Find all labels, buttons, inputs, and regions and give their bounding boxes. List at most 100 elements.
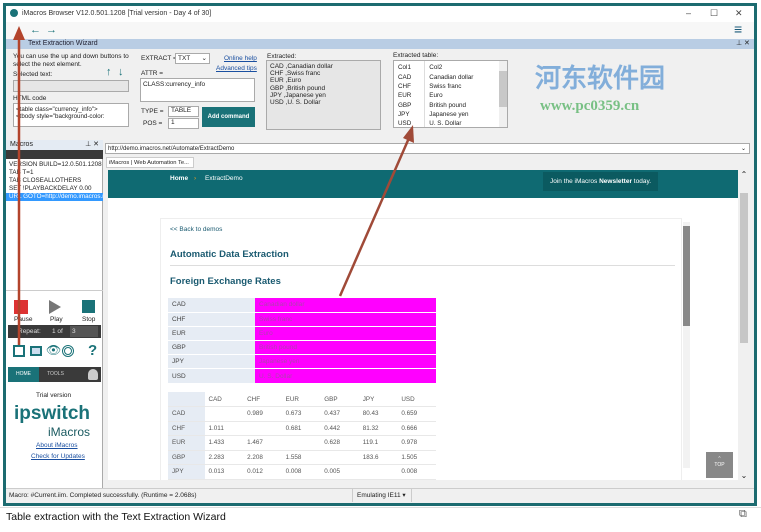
pin-close-icons[interactable]: ⊥ ✕	[85, 141, 99, 148]
extracted-line: JPY ,Japanese yen	[270, 91, 326, 99]
repeat-current: 1 of	[52, 328, 63, 335]
type-field[interactable]: TABLE	[168, 106, 199, 117]
nav-page[interactable]: ExtractDemo	[205, 175, 243, 182]
html-code-field[interactable]: <table class="currency_info"> <tbody sty…	[13, 103, 129, 127]
online-help-link[interactable]: Online help	[224, 55, 257, 62]
currency-name-highlighted: British pound	[255, 340, 436, 356]
currency-row: JPY Japanese yen	[168, 354, 436, 370]
page-scrollbar[interactable]: ⌃ ⌄	[738, 170, 750, 480]
matrix-column-header: CAD	[204, 392, 244, 407]
macro-editor[interactable]: VERSION BUILD=12.0.501.1208 TAB T=1 TAB …	[6, 161, 103, 201]
currency-name-highlighted: Swiss franc	[255, 312, 436, 327]
macro-line: TAB T=1	[9, 169, 34, 176]
matrix-header: CAD CHF EUR GBP JPY USD	[168, 392, 436, 407]
eye-icon[interactable]: 👁	[46, 343, 62, 357]
stop-icon[interactable]	[82, 300, 95, 313]
top-label: TOP	[714, 462, 725, 468]
currency-name-highlighted: Japanese yen	[255, 354, 436, 370]
pause-button[interactable]: Pause	[14, 316, 33, 323]
up-arrow-button[interactable]: ↑	[106, 66, 112, 78]
matrix-column-header: EUR	[281, 392, 321, 407]
matrix-cell: 0.978	[397, 435, 436, 451]
maximize-button[interactable]: ☐	[710, 8, 719, 18]
matrix-cell: 81.32	[358, 421, 398, 436]
selected-text-field[interactable]	[13, 80, 129, 92]
pin-close-icons[interactable]: ⊥ ✕	[736, 40, 750, 47]
add-command-button[interactable]: Add command	[202, 107, 255, 127]
matrix-cell: 2.283	[204, 450, 244, 465]
matrix-cell: 80.43	[358, 406, 398, 422]
menu-icon[interactable]: ≡	[734, 21, 743, 37]
attr-field[interactable]: CLASS:currency_info	[140, 78, 255, 102]
expand-icon[interactable]: ⧉	[739, 508, 747, 520]
matrix-row-header: GBP	[168, 450, 205, 465]
matrix-row: CHF 1.011 0.681 0.442 81.32 0.666	[168, 421, 436, 436]
pause-icon[interactable]	[14, 300, 28, 314]
matrix-cell: 1.433	[204, 435, 244, 451]
back-icon[interactable]: ←	[30, 24, 41, 36]
play-button[interactable]: Play	[50, 316, 63, 323]
matrix-row: GBP 2.283 2.208 1.558 183.6 1.505	[168, 450, 436, 465]
play-icon[interactable]	[49, 300, 61, 314]
type-label: TYPE =	[141, 108, 164, 115]
image-icon[interactable]	[30, 346, 42, 356]
stop-button[interactable]: Stop	[82, 316, 96, 323]
matrix-cell: 1.011	[204, 421, 244, 436]
html-code-label: HTML code	[13, 95, 47, 102]
column-header: Col1	[398, 63, 411, 71]
newsletter-banner[interactable]: Join the iMacros Newsletter today.	[543, 172, 658, 191]
nav-home[interactable]: Home	[170, 175, 189, 182]
extract-select[interactable]: TXT ⌄	[175, 53, 210, 64]
extracted-table-label: Extracted table:	[393, 52, 439, 59]
forward-icon[interactable]: →	[46, 24, 57, 36]
toolbar	[6, 22, 754, 39]
table-row: EUR Euro	[394, 91, 499, 101]
matrix-cell: 0.437	[320, 406, 359, 422]
back-link[interactable]: << Back to demos	[170, 226, 223, 233]
extract-icon[interactable]	[13, 345, 25, 357]
window-title: iMacros Browser V12.0.501.1208 [Trial ve…	[22, 10, 212, 17]
pos-label: POS =	[143, 120, 163, 127]
nav-separator: ›	[194, 175, 197, 182]
help-icon[interactable]: ?	[88, 342, 98, 359]
matrix-cell: 0.673	[281, 406, 321, 422]
extracted-line: USD ,U. S. Dollar	[270, 99, 321, 107]
extracted-line: CAD ,Canadian dollar	[270, 63, 333, 70]
matrix-row-header: EUR	[168, 435, 205, 451]
repeat-input[interactable]: 3	[70, 326, 98, 337]
advanced-tips-link[interactable]: Advanced tips	[216, 65, 257, 72]
watermark-url: www.pc0359.cn	[540, 98, 640, 114]
matrix-cell: 0.013	[204, 464, 244, 480]
user-icon[interactable]	[88, 369, 98, 380]
top-button[interactable]: ⌃ TOP	[706, 452, 733, 478]
close-button[interactable]: ✕	[735, 8, 743, 18]
check-updates-link[interactable]: Check for Updates	[31, 453, 85, 460]
matrix-cell: 0.442	[320, 421, 359, 436]
macro-line: TAB CLOSEALLOTHERS	[9, 177, 82, 184]
currency-code: EUR	[168, 326, 255, 342]
scrollbar[interactable]	[499, 61, 507, 127]
macros-header: Macros ⊥ ✕	[6, 140, 103, 150]
matrix-column-header: GBP	[320, 392, 359, 407]
browser-tab[interactable]: iMacros | Web Automation Te...	[106, 157, 194, 168]
currency-row: USD U. S. Dollar	[168, 368, 436, 384]
target-icon[interactable]	[62, 345, 74, 357]
status-bar: Macro: #Current.iim. Completed successfu…	[6, 488, 754, 502]
matrix-cell: 0.008	[397, 464, 436, 480]
url-bar[interactable]: http://demo.imacros.net/Automate/Extract…	[105, 143, 750, 154]
matrix-cell: 0.681	[281, 421, 321, 436]
down-arrow-button[interactable]: ↓	[118, 66, 124, 78]
matrix-cell: 0.008	[281, 464, 321, 480]
currency-code: CAD	[168, 298, 255, 313]
pos-field[interactable]: 1	[168, 118, 199, 129]
extracted-field[interactable]: CAD ,Canadian dollar CHF ,Swiss franc EU…	[266, 60, 381, 130]
tab-home[interactable]: HOME	[8, 367, 39, 382]
about-link[interactable]: About iMacros	[36, 442, 78, 449]
minimize-button[interactable]: –	[686, 8, 692, 18]
inner-scrollbar[interactable]	[683, 222, 690, 468]
matrix-row: EUR 1.433 1.467 0.628 119.1 0.978	[168, 435, 436, 451]
currency-name-highlighted: U. S. Dollar	[255, 368, 436, 384]
emulation-dropdown[interactable]: Emulating IE11 ▾	[352, 489, 412, 502]
extracted-table[interactable]: Col1 Col2 CAD Canadian dollar CHF Swiss fra…	[393, 60, 508, 128]
tab-tools[interactable]: TOOLS	[47, 371, 64, 377]
